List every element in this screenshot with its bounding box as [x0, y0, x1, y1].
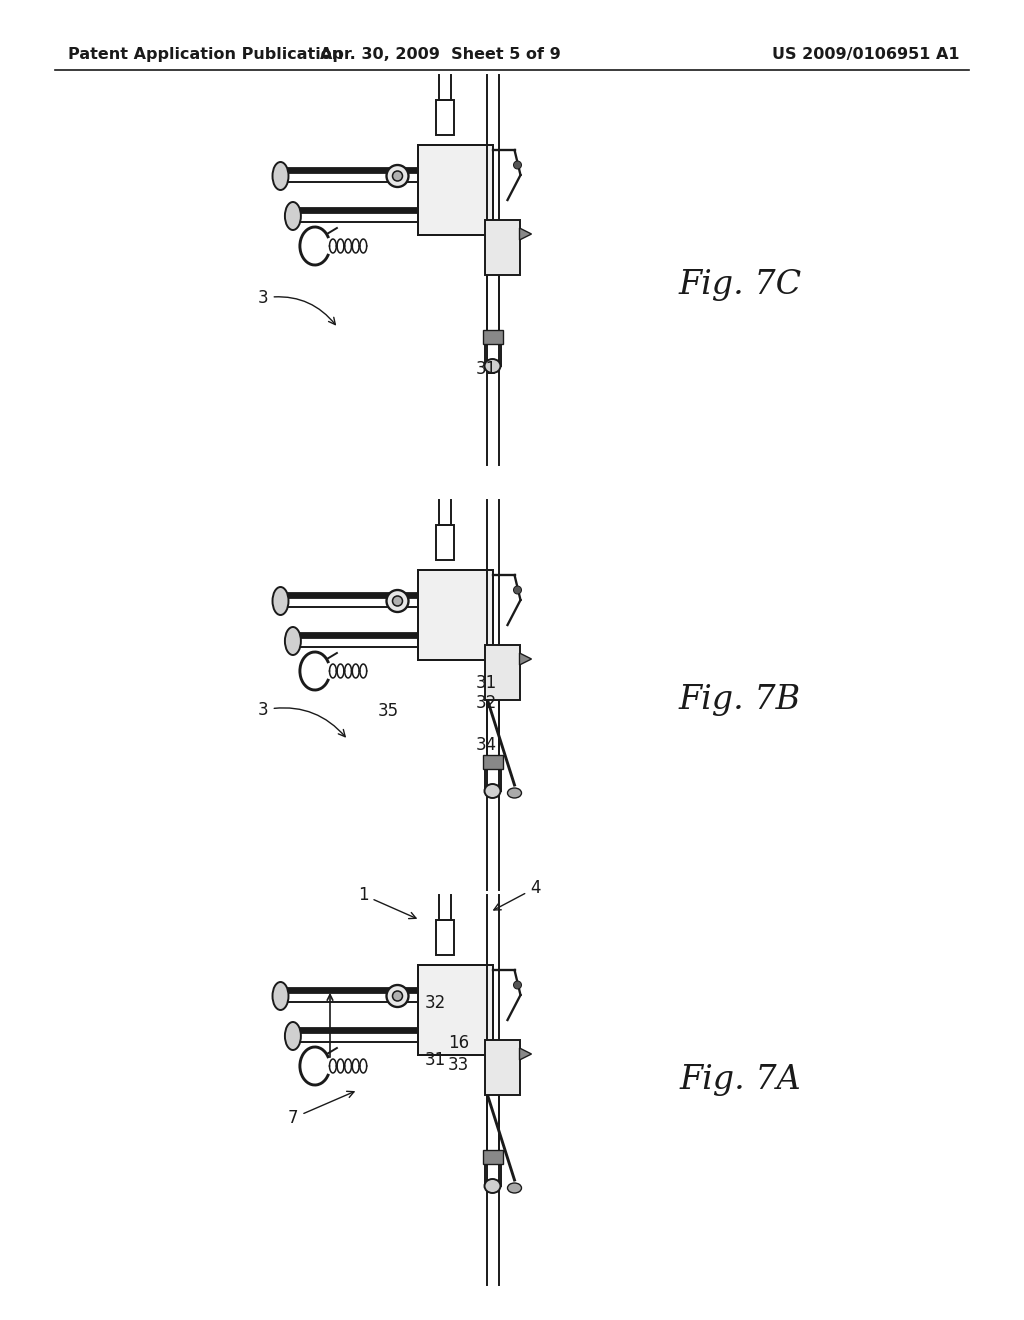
Text: Fig. 7A: Fig. 7A [679, 1064, 801, 1096]
Text: 32: 32 [425, 994, 446, 1012]
Ellipse shape [386, 165, 409, 187]
Text: Fig. 7B: Fig. 7B [679, 684, 801, 715]
Ellipse shape [392, 597, 402, 606]
Text: 1: 1 [358, 886, 416, 919]
Text: Apr. 30, 2009  Sheet 5 of 9: Apr. 30, 2009 Sheet 5 of 9 [319, 48, 560, 62]
Bar [482, 1150, 503, 1164]
Ellipse shape [386, 985, 409, 1007]
Ellipse shape [484, 784, 501, 799]
Text: Patent Application Publication: Patent Application Publication [68, 48, 343, 62]
Ellipse shape [484, 359, 501, 374]
Bar [418, 570, 493, 660]
Bar [436, 100, 454, 135]
Ellipse shape [272, 587, 289, 615]
Ellipse shape [513, 981, 521, 989]
Ellipse shape [484, 1179, 501, 1193]
Ellipse shape [508, 788, 521, 799]
Bar [484, 345, 501, 366]
Text: 31: 31 [425, 1051, 446, 1069]
Ellipse shape [513, 586, 521, 594]
Bar [436, 525, 454, 560]
Bar [484, 645, 519, 700]
Text: 34: 34 [476, 737, 497, 754]
Ellipse shape [285, 627, 301, 655]
Text: Fig. 7C: Fig. 7C [679, 269, 802, 301]
Bar [484, 770, 501, 791]
Bar [484, 1040, 519, 1096]
Text: 16: 16 [449, 1034, 469, 1052]
Text: 35: 35 [378, 702, 399, 719]
Bar [482, 755, 503, 770]
Bar [418, 965, 493, 1055]
Polygon shape [519, 1048, 531, 1060]
Text: 7: 7 [288, 1092, 354, 1127]
Bar [484, 1164, 501, 1185]
Ellipse shape [508, 1183, 521, 1193]
Ellipse shape [392, 172, 402, 181]
Ellipse shape [272, 982, 289, 1010]
Bar [436, 920, 454, 954]
Text: 3: 3 [258, 701, 345, 737]
Bar [418, 570, 493, 660]
Ellipse shape [386, 590, 409, 612]
Polygon shape [519, 228, 531, 240]
Text: 33: 33 [449, 1056, 469, 1074]
Bar [482, 330, 503, 345]
Bar [418, 965, 493, 1055]
Text: 31: 31 [476, 360, 498, 378]
Bar [418, 145, 493, 235]
Bar [418, 145, 493, 235]
Text: US 2009/0106951 A1: US 2009/0106951 A1 [772, 48, 961, 62]
Ellipse shape [285, 1022, 301, 1049]
Text: 3: 3 [258, 289, 335, 325]
Ellipse shape [513, 161, 521, 169]
Text: 32: 32 [476, 694, 498, 711]
Ellipse shape [285, 202, 301, 230]
Polygon shape [519, 653, 531, 665]
Ellipse shape [272, 162, 289, 190]
Ellipse shape [392, 991, 402, 1001]
Bar [484, 220, 519, 275]
Text: 4: 4 [494, 879, 541, 909]
Text: 31: 31 [476, 675, 498, 692]
